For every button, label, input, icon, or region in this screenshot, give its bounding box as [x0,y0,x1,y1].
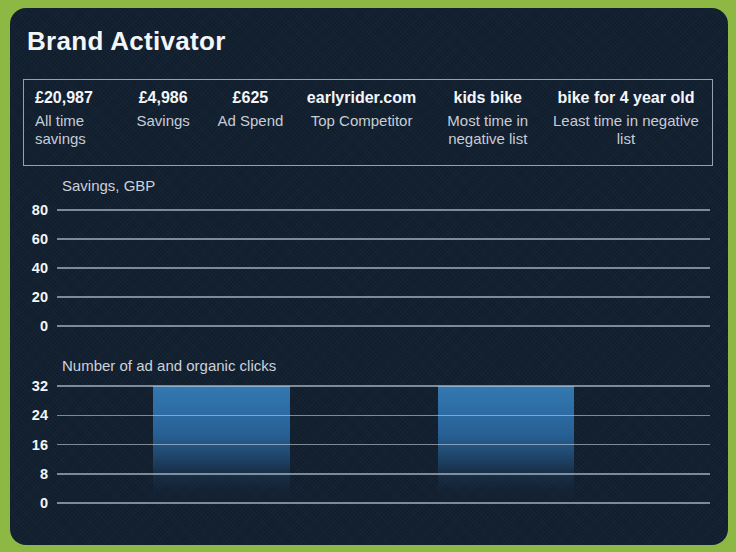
gridline [57,209,710,211]
y-axis-tick-label: 0 [10,316,48,336]
stat-value: £4,986 [124,89,202,107]
stat-most-time-negative-list: kids bike Most time in negative list [430,89,546,156]
stat-value: bike for 4 year old [551,89,701,107]
page-title: Brand Activator [27,26,226,57]
stat-label: Savings [124,112,202,130]
gridline [57,415,710,417]
stat-ad-spend: £625 Ad Spend [207,89,293,156]
stat-value: £20,987 [35,89,119,107]
y-axis-tick-label: 20 [10,287,48,307]
y-axis-tick-label: 40 [10,258,48,278]
gridline [57,296,710,298]
gridline [57,385,710,387]
y-axis-tick-label: 32 [10,376,48,396]
y-axis-tick-label: 60 [10,229,48,249]
gridline [57,444,710,446]
stat-label: All time savings [35,112,119,149]
gridline [57,473,710,475]
stat-label: Top Competitor [299,112,425,130]
gridline [57,325,710,327]
y-axis-tick-label: 16 [10,435,48,455]
kpi-stats-bar: £20,987 All time savings £4,986 Savings … [23,79,713,166]
green-frame: Brand Activator £20,987 All time savings… [0,0,736,552]
gridline [57,267,710,269]
clicks-chart-title: Number of ad and organic clicks [62,357,276,374]
stat-value: £625 [207,89,293,107]
stat-value: kids bike [430,89,546,107]
y-axis-tick-label: 0 [10,493,48,513]
y-axis-tick-label: 80 [10,200,48,220]
savings-chart-plot: 806040200 [57,210,710,326]
stat-savings: £4,986 Savings [124,89,202,156]
savings-chart-title: Savings, GBP [62,177,155,194]
stat-value: earlyrider.com [299,89,425,107]
gridline [57,238,710,240]
clicks-chart-plot: 32241680 [57,386,710,503]
stat-label: Least time in negative list [551,112,701,149]
stat-label: Ad Spend [207,112,293,130]
dashboard-card: Brand Activator £20,987 All time savings… [10,8,728,545]
stat-top-competitor: earlyrider.com Top Competitor [299,89,425,156]
stat-least-time-negative-list: bike for 4 year old Least time in negati… [551,89,701,156]
stat-label: Most time in negative list [430,112,546,149]
gridline [57,502,710,504]
stat-all-time-savings: £20,987 All time savings [35,89,119,156]
y-axis-tick-label: 24 [10,405,48,425]
y-axis-tick-label: 8 [10,464,48,484]
